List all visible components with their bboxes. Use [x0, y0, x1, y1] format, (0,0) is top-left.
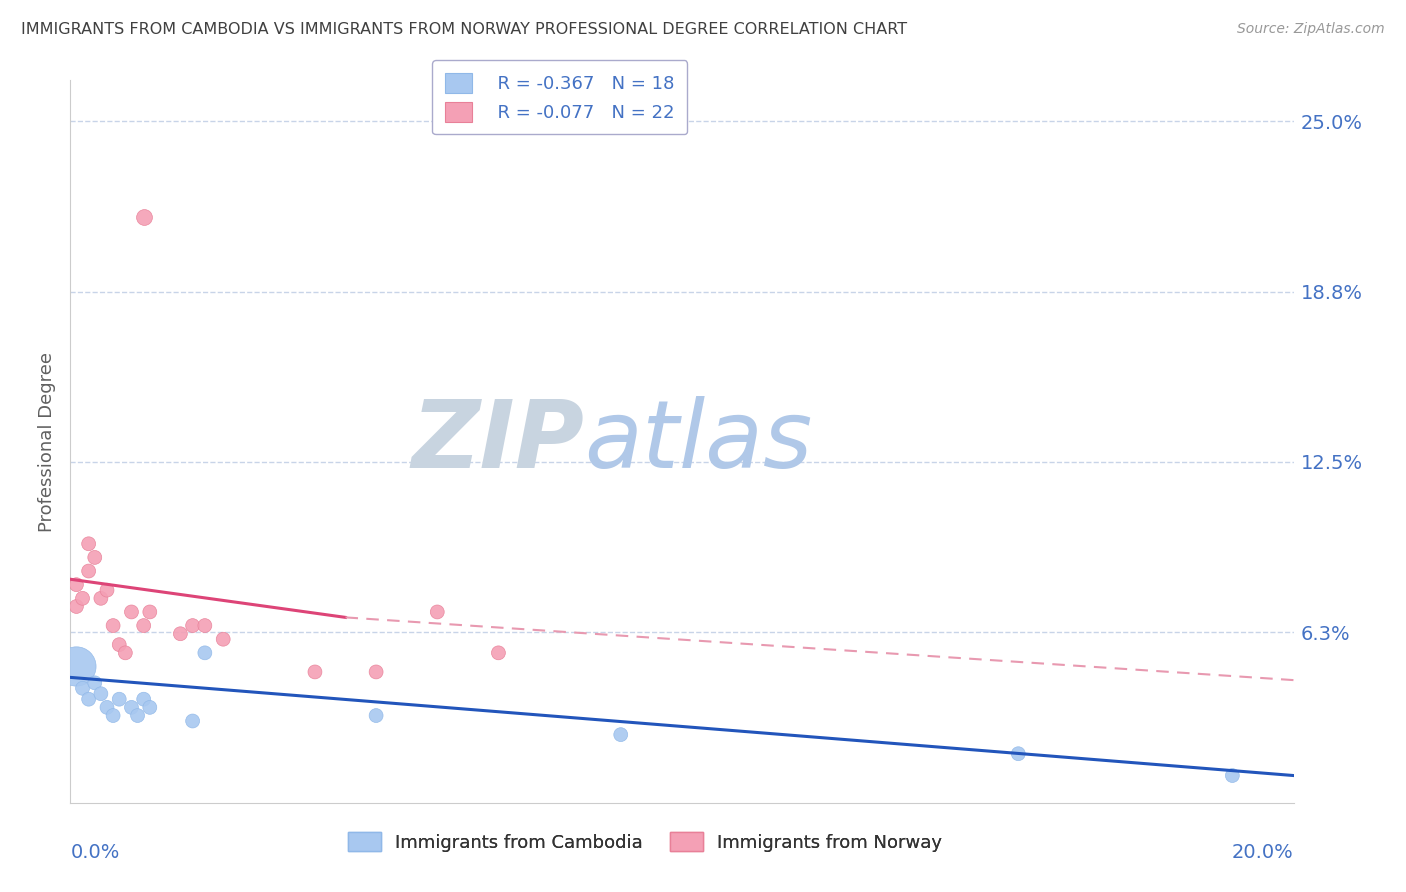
Point	[181, 714, 204, 728]
Point	[108, 692, 131, 706]
Point	[65, 659, 87, 673]
Text: Source: ZipAtlas.com: Source: ZipAtlas.com	[1237, 22, 1385, 37]
Text: ZIP: ZIP	[411, 395, 583, 488]
Point	[77, 564, 100, 578]
Point	[194, 618, 217, 632]
Legend: Immigrants from Cambodia, Immigrants from Norway: Immigrants from Cambodia, Immigrants fro…	[342, 825, 949, 859]
Point	[96, 583, 118, 598]
Point	[366, 665, 388, 679]
Point	[1007, 747, 1029, 761]
Point	[77, 692, 100, 706]
Point	[101, 618, 124, 632]
Point	[1220, 768, 1243, 782]
Point	[65, 599, 87, 614]
Point	[132, 618, 155, 632]
Point	[121, 700, 143, 714]
Point	[194, 646, 217, 660]
Point	[101, 708, 124, 723]
Text: IMMIGRANTS FROM CAMBODIA VS IMMIGRANTS FROM NORWAY PROFESSIONAL DEGREE CORRELATI: IMMIGRANTS FROM CAMBODIA VS IMMIGRANTS F…	[21, 22, 907, 37]
Point	[212, 632, 235, 647]
Point	[366, 708, 388, 723]
Point	[108, 638, 131, 652]
Point	[139, 700, 162, 714]
Point	[77, 537, 100, 551]
Point	[121, 605, 143, 619]
Point	[132, 692, 155, 706]
Point	[83, 550, 105, 565]
Point	[72, 681, 94, 696]
Point	[127, 708, 149, 723]
Point	[96, 700, 118, 714]
Y-axis label: Professional Degree: Professional Degree	[38, 351, 56, 532]
Point	[139, 605, 162, 619]
Point	[488, 646, 510, 660]
Text: 20.0%: 20.0%	[1232, 843, 1294, 862]
Point	[65, 577, 87, 591]
Text: atlas: atlas	[583, 396, 813, 487]
Point	[610, 728, 633, 742]
Point	[304, 665, 326, 679]
Point	[132, 210, 155, 224]
Text: 0.0%: 0.0%	[70, 843, 120, 862]
Point	[169, 626, 191, 640]
Point	[90, 687, 112, 701]
Point	[114, 646, 136, 660]
Point	[181, 618, 204, 632]
Point	[90, 591, 112, 606]
Point	[426, 605, 449, 619]
Point	[72, 591, 94, 606]
Point	[83, 676, 105, 690]
